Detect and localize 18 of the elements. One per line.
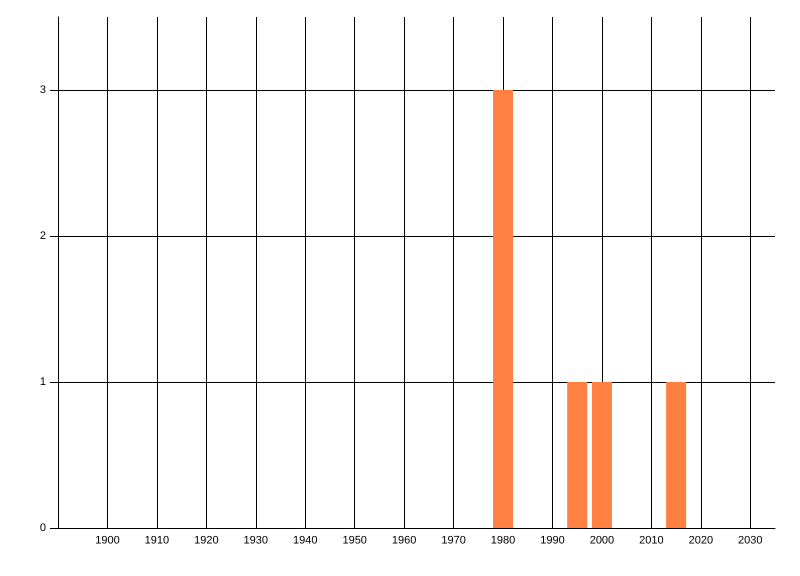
y-tick-label: 1 [40, 376, 46, 388]
x-tick-label: 1960 [392, 534, 416, 546]
x-tick-label: 2030 [738, 534, 763, 546]
y-tick-label: 2 [40, 230, 46, 242]
x-tick-label: 2000 [590, 534, 614, 546]
x-tick-label: 1910 [144, 534, 170, 546]
x-tick-label: 1950 [342, 534, 367, 546]
y-tick-label: 3 [40, 84, 46, 96]
x-tick-label: 1920 [194, 534, 219, 546]
x-tick-label: 2020 [688, 534, 714, 546]
x-tick-label: 2010 [639, 534, 664, 546]
x-tick-label: 1900 [95, 534, 120, 546]
x-tick-label: 1980 [490, 534, 516, 546]
x-tick-label: 1990 [540, 534, 565, 546]
x-tick-label: 1970 [441, 534, 466, 546]
x-tick-label: 1940 [293, 534, 318, 546]
y-tick-label: 0 [40, 522, 46, 534]
x-tick-label: 1930 [244, 534, 268, 546]
